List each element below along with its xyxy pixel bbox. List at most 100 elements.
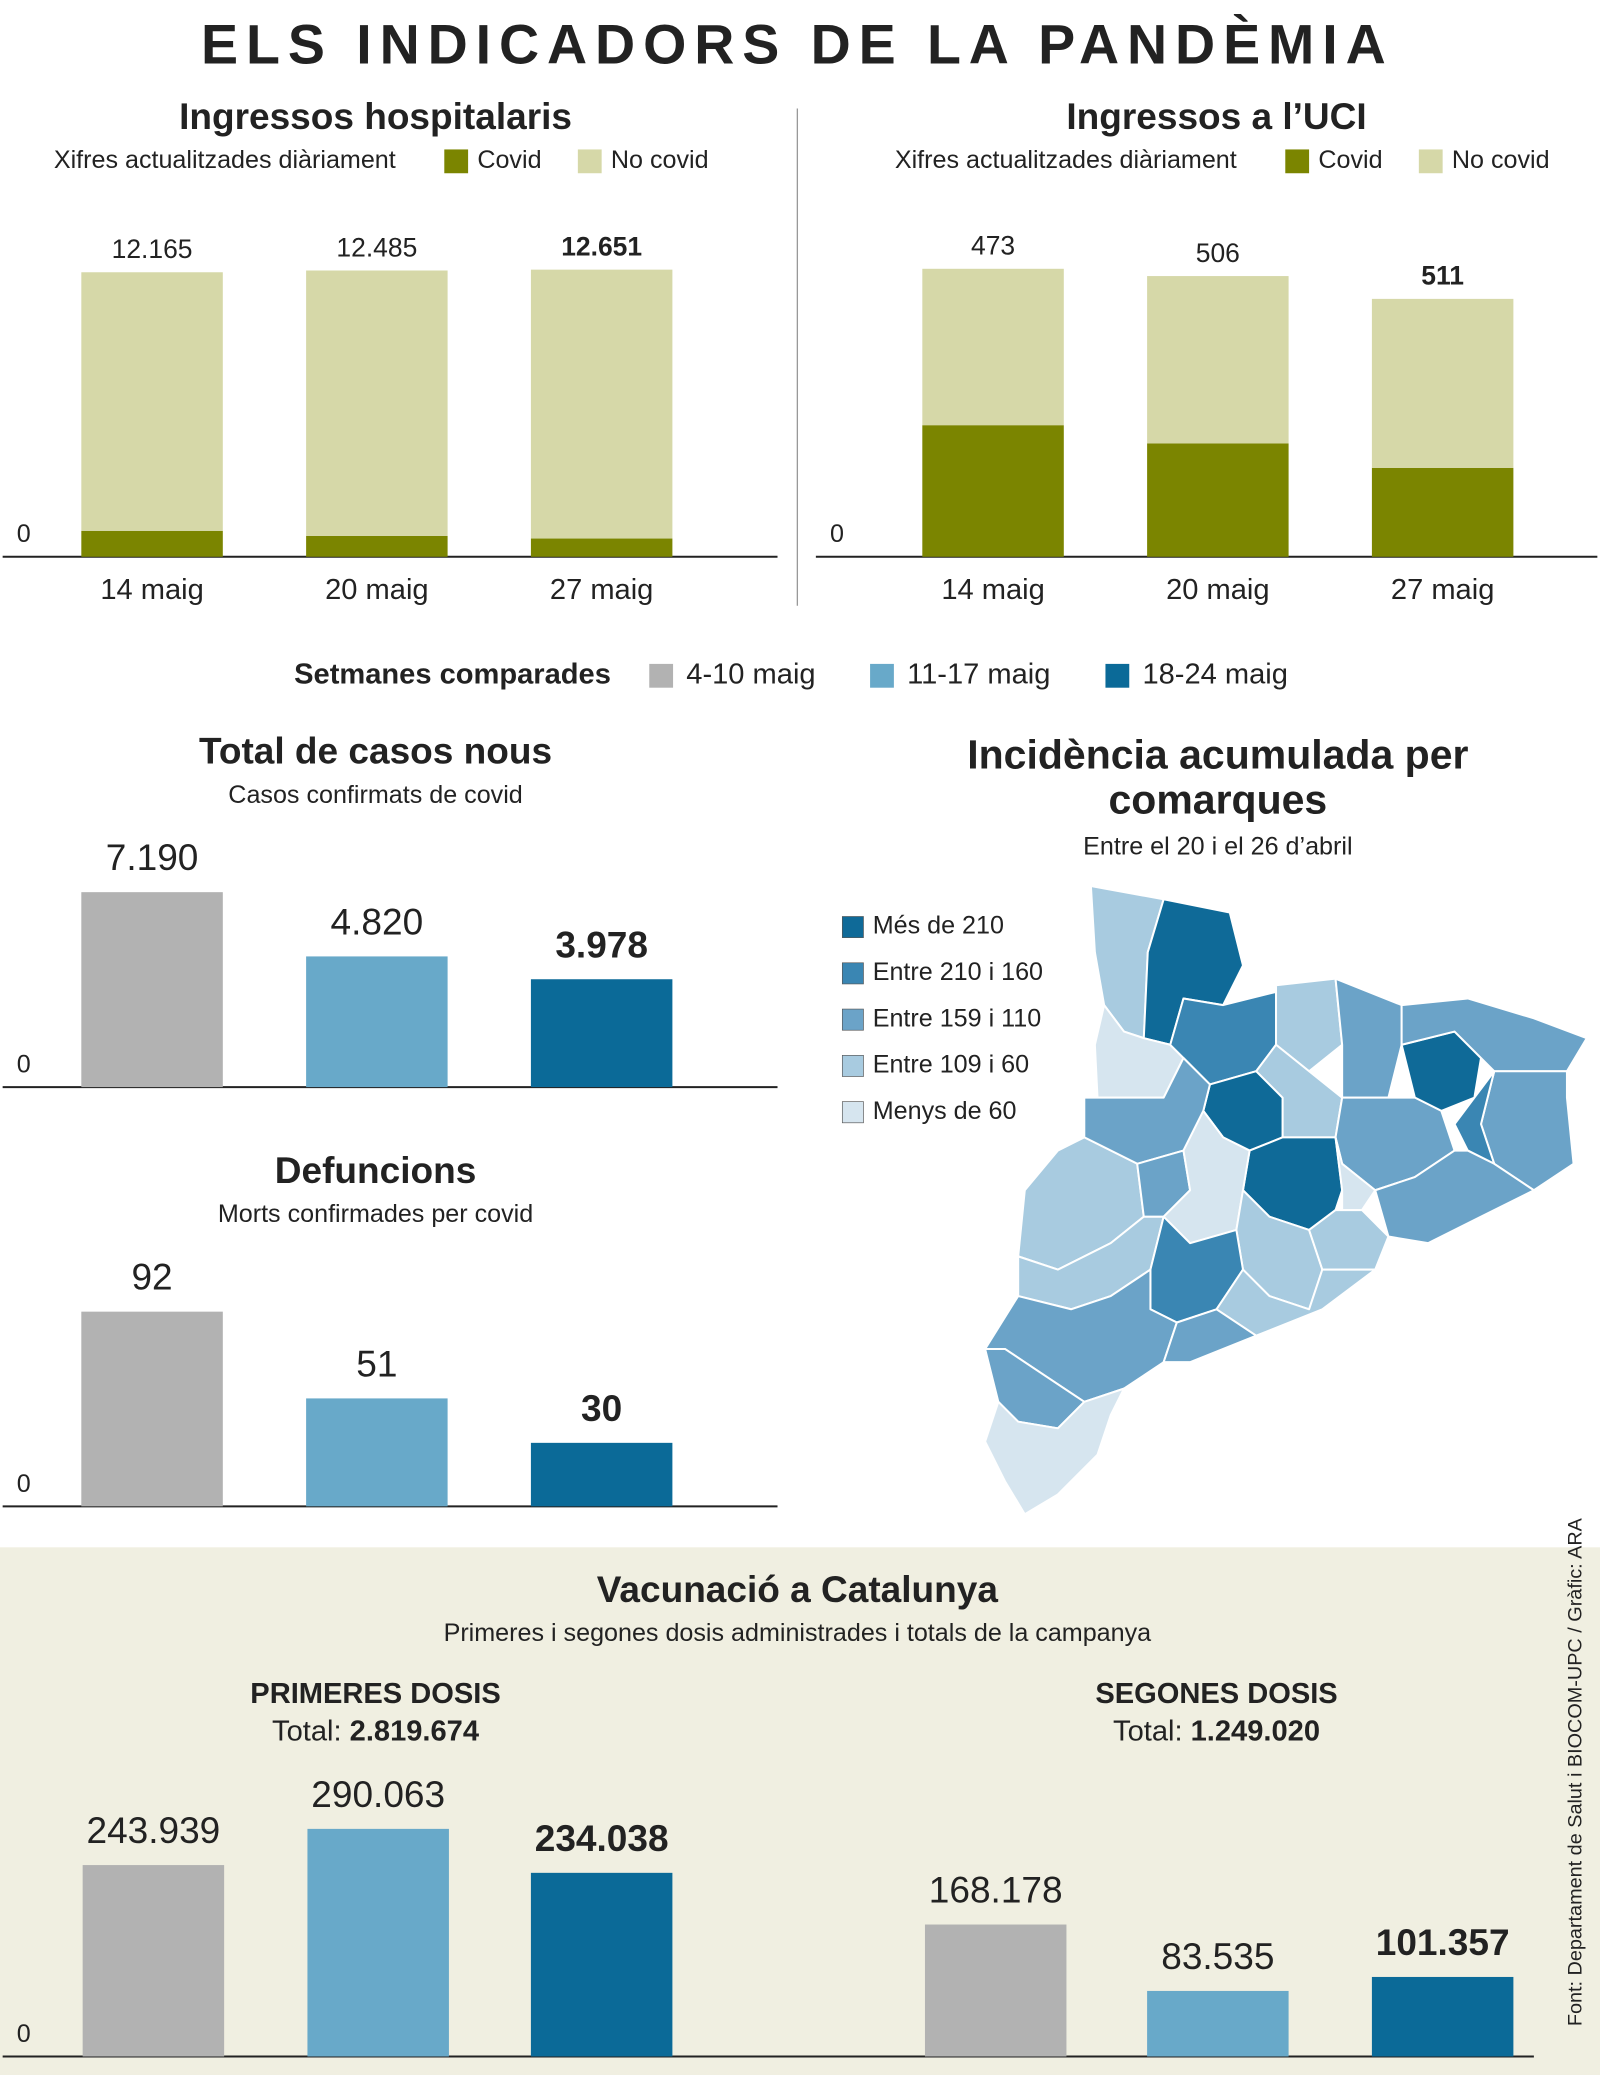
x-tick-label: 27 maig [1391,574,1494,606]
bar-segment [1147,276,1289,444]
chart-subtitle: Morts confirmades per covid [218,1200,533,1228]
legend-label: No covid [611,146,709,174]
value-label: 92 [131,1256,172,1298]
value-label: 4.820 [331,900,424,942]
bar [1147,1990,1289,2057]
bar-segment [530,269,673,539]
map-legend-label: Més de 210 [873,912,1004,940]
map-legend-swatch [841,1055,864,1077]
chart-subtitle: Primeres i segones dosis administrades i… [444,1619,1152,1647]
map-legend-label: Entre 210 i 160 [873,958,1043,986]
legend-label: Covid [1318,146,1382,174]
bar-segment [922,425,1064,557]
bar [306,956,448,1088]
value-label: 7.190 [106,836,199,878]
y-tick-label: 0 [830,520,844,548]
source: Font: Departament de Salut i BIOCOM-UPC … [1564,1517,1586,2026]
legend-title: Setmanes comparades [294,658,611,690]
value-label: 234.038 [535,1817,669,1859]
y-tick-label: 0 [17,520,31,548]
bar-segment [306,270,448,536]
chart-subtitle: Casos confirmats de covid [228,781,522,809]
value-label: 473 [971,231,1015,261]
map-region [1275,977,1344,1073]
map-legend-label: Menys de 60 [873,1097,1017,1125]
bar [81,892,223,1088]
total-prefix: Total: [1113,1715,1182,1747]
legend-label: 4-10 maig [686,658,815,690]
bar-segment [1371,467,1514,557]
value-label: 101.357 [1376,1921,1510,1963]
map-legend-swatch [841,1008,864,1031]
legend-swatch [649,663,674,688]
bar-segment [1147,443,1289,557]
chart-title: Total de casos nous [199,730,552,772]
legend-swatch [1418,149,1443,174]
value-label: 12.165 [112,234,193,264]
total-value: 2.819.674 [350,1715,480,1747]
bar-segment [922,268,1064,426]
bar [306,1398,448,1507]
bar [924,1924,1067,2057]
value-label: 511 [1421,261,1464,291]
x-tick-label: 14 maig [100,574,203,606]
legend-label: 11-17 maig [907,658,1050,690]
map-region [984,1387,1125,1516]
value-label: 290.063 [311,1773,445,1815]
x-tick-label: 20 maig [325,574,428,606]
value-label: 51 [356,1342,397,1384]
bar [530,1872,673,2057]
chart-subtitle: Xifres actualitzades diàriament [895,146,1237,174]
bar [82,1865,225,2057]
x-tick-label: 20 maig [1166,574,1269,606]
chart-title: Ingressos a l’UCI [1066,95,1366,137]
legend-swatch [1105,663,1130,688]
x-tick-label: 14 maig [941,574,1044,606]
bar-segment [81,530,223,557]
value-label: 12.651 [561,231,642,261]
chart-subtitle: Xifres actualitzades diàriament [54,146,396,174]
value-label: 83.535 [1161,1935,1274,1977]
bar-segment [530,538,673,557]
bar [530,1442,673,1507]
value-label: 243.939 [86,1809,220,1851]
bar [530,979,673,1088]
map-region [1374,1149,1535,1245]
y-tick-label: 0 [17,1470,31,1498]
vaccination-background [0,1547,1600,2075]
legend-label: No covid [1452,146,1550,174]
value-label: 3.978 [555,923,648,965]
map-legend-swatch [841,1101,864,1124]
value-label: 506 [1196,238,1240,268]
value-label: 168.178 [929,1869,1063,1911]
group-total: Total: 2.819.674 [272,1715,480,1747]
total-prefix: Total: [272,1715,341,1747]
legend-swatch [1285,149,1310,174]
group-title: PRIMERES DOSIS [250,1678,500,1710]
chart-title: Defuncions [275,1149,477,1191]
map-legend-label: Entre 159 i 110 [873,1004,1041,1032]
legend-label: 18-24 maig [1142,658,1287,690]
legend-swatch [577,149,602,174]
chart-title: Ingressos hospitalaris [179,95,572,137]
map-legend-swatch [841,916,864,938]
bar [307,1828,449,2057]
bar [1371,1976,1514,2057]
chart-title: Vacunació a Catalunya [597,1568,999,1610]
bar [81,1311,223,1507]
map-subtitle: Entre el 20 i el 26 d’abril [1083,832,1352,860]
group-total: Total: 1.249.020 [1113,1715,1320,1747]
map-title-box: Incidència acumulada per comarques [967,733,1468,822]
legend-label: Covid [477,146,541,174]
y-tick-label: 0 [17,1051,31,1079]
map-legend-swatch [841,962,864,985]
legend-swatch [444,149,469,174]
value-label: 30 [581,1387,622,1429]
main-title: ELS INDICADORS DE LA PANDÈMIA [201,14,1394,76]
map-legend-label: Entre 109 i 60 [873,1051,1029,1079]
y-tick-label: 0 [17,2020,31,2048]
map-region [1334,977,1403,1099]
map [984,885,1588,1516]
